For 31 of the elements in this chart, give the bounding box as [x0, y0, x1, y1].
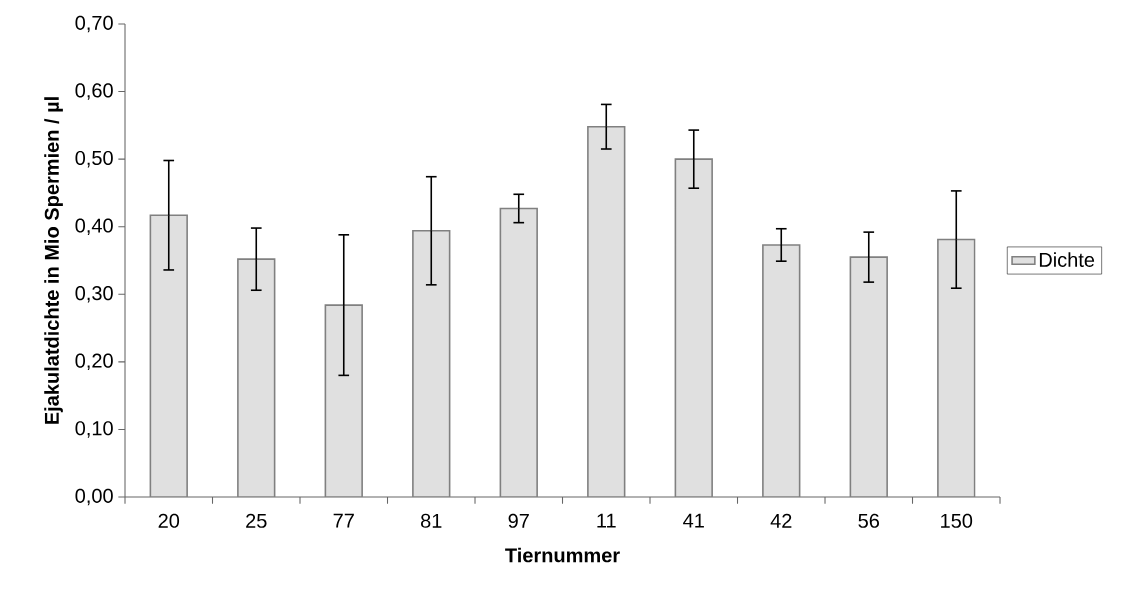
x-tick-label: 42	[770, 513, 792, 528]
y-tick-label: 0,30	[75, 286, 113, 303]
y-tick-label: 0,00	[75, 488, 113, 506]
x-axis-title: Tiernummer	[505, 547, 620, 563]
x-tick-label: 11	[597, 513, 616, 528]
legend-label: Dichte	[1039, 252, 1095, 267]
y-tick-label: 0,40	[75, 218, 113, 235]
x-tick-label: 56	[858, 513, 880, 528]
y-tick-label: 0,60	[75, 83, 113, 100]
x-tick-label: 150	[941, 513, 973, 528]
x-tick-label: 97	[508, 513, 529, 528]
x-tick-label: 25	[246, 513, 267, 528]
x-tick-label: 41	[683, 513, 704, 528]
bar	[149, 214, 188, 497]
bar	[412, 229, 451, 497]
x-tick-label: 77	[333, 513, 354, 528]
y-tick-label: 0,20	[75, 353, 113, 371]
bar	[324, 304, 363, 497]
bar	[674, 158, 713, 497]
bar	[587, 125, 626, 497]
x-tick-label: 81	[421, 513, 442, 528]
bar	[937, 238, 976, 497]
y-axis-title: Ejakulatdichte in Mio Spermien / µl	[44, 97, 63, 424]
y-tick-label: 0,10	[75, 421, 113, 438]
bar	[499, 207, 538, 497]
bar	[849, 256, 888, 497]
bar	[762, 244, 801, 497]
y-tick-label: 0,50	[75, 150, 113, 168]
y-tick-label: 0,70	[75, 15, 113, 33]
bar	[237, 258, 276, 497]
x-tick-label: 20	[158, 513, 180, 528]
